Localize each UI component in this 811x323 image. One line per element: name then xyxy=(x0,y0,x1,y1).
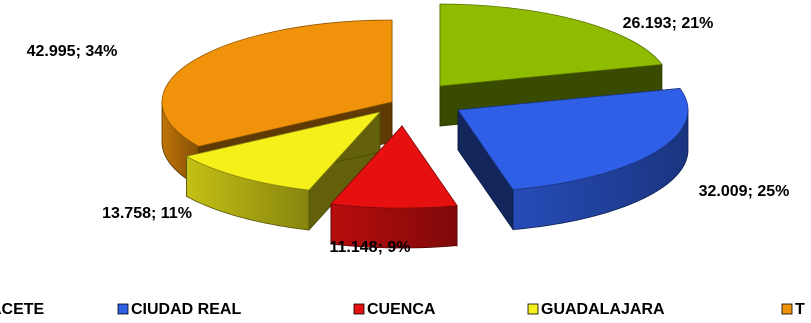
legend-item: CIUDAD REAL xyxy=(117,301,241,318)
pie-slices xyxy=(161,3,689,249)
legend-item: ACETE xyxy=(0,301,45,318)
legend-label: ACETE xyxy=(0,301,45,318)
legend-label: T xyxy=(795,301,805,318)
legend-label: GUADALAJARA xyxy=(541,301,665,318)
legend-swatch xyxy=(781,303,793,315)
legend-item: CUENCA xyxy=(353,301,436,318)
pie-slice xyxy=(457,88,689,231)
legend-swatch xyxy=(353,303,365,315)
pie-slice xyxy=(185,110,382,232)
legend-item: T xyxy=(781,301,805,318)
legend-item: GUADALAJARA xyxy=(527,301,665,318)
legend-swatch xyxy=(117,303,129,315)
data-label: 11.148; 9% xyxy=(330,239,411,256)
legend: ACETE CIUDAD REAL CUENCA GUADALAJARA T xyxy=(0,301,805,318)
data-labels: 26.193; 21% 32.009; 25% 11.148; 9% 13.758; … xyxy=(27,15,790,256)
data-label: 32.009; 25% xyxy=(699,183,790,200)
pie-slice xyxy=(330,124,458,249)
legend-label: CIUDAD REAL xyxy=(131,301,241,318)
data-label: 13.758; 11% xyxy=(102,205,192,222)
data-label: 42.995; 34% xyxy=(27,43,118,60)
legend-swatch xyxy=(527,303,539,315)
data-label: 26.193; 21% xyxy=(623,15,714,32)
legend-label: CUENCA xyxy=(367,301,436,318)
